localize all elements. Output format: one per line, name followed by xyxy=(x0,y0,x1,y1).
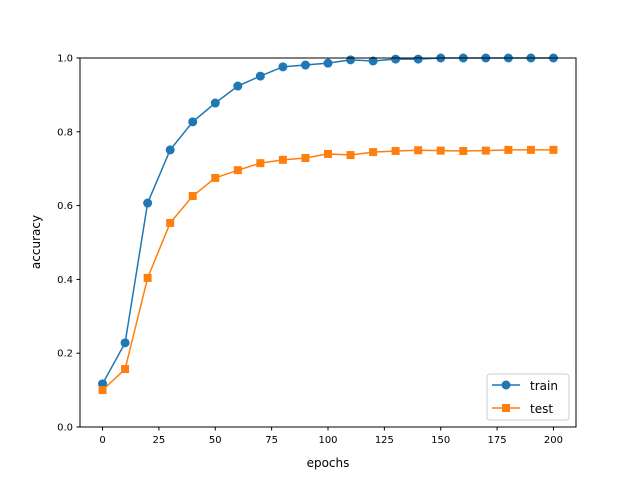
test-point xyxy=(188,192,197,201)
train-point xyxy=(300,60,310,70)
y-axis-label: accuracy xyxy=(29,215,43,269)
test-point xyxy=(98,386,107,395)
test-point xyxy=(278,155,287,164)
test-point xyxy=(211,173,220,182)
test-point xyxy=(391,146,400,155)
y-tick-label: 1.0 xyxy=(57,54,73,65)
legend-test-label: test xyxy=(530,402,553,416)
train-point xyxy=(255,71,265,81)
train-point xyxy=(210,98,220,108)
train-point xyxy=(188,117,198,127)
test-point xyxy=(414,146,423,155)
test-point xyxy=(143,273,152,282)
test-point xyxy=(301,153,310,162)
y-tick-label: 0.0 xyxy=(57,423,73,434)
train-point xyxy=(323,58,333,68)
train-point xyxy=(120,338,130,348)
train-point xyxy=(413,54,423,64)
x-tick-label: 75 xyxy=(265,435,278,446)
x-tick-label: 175 xyxy=(488,435,507,446)
train-point xyxy=(368,56,378,66)
train-point xyxy=(233,81,243,91)
train-point xyxy=(143,198,153,208)
legend-train-marker xyxy=(501,380,511,390)
train-point xyxy=(165,145,175,155)
legend-test-marker xyxy=(502,404,510,412)
x-axis-label: epochs xyxy=(307,456,350,470)
y-tick-label: 0.6 xyxy=(57,201,73,212)
test-point xyxy=(256,159,265,168)
legend: train test xyxy=(486,373,570,421)
x-tick-label: 100 xyxy=(318,435,337,446)
test-point xyxy=(324,149,332,158)
test-point xyxy=(233,166,242,175)
x-tick-label: 50 xyxy=(209,435,222,446)
test-point xyxy=(166,218,175,227)
x-tick-label: 200 xyxy=(544,435,563,446)
train-point xyxy=(278,62,288,72)
x-tick-label: 150 xyxy=(431,435,450,446)
train-point xyxy=(98,379,108,389)
y-tick-label: 0.4 xyxy=(57,275,73,286)
test-point xyxy=(459,146,468,155)
test-point xyxy=(526,145,535,154)
train-point xyxy=(391,54,401,64)
train-point xyxy=(346,55,356,65)
test-point xyxy=(121,365,130,374)
test-point xyxy=(436,146,445,155)
x-tick-label: 125 xyxy=(375,435,394,446)
y-tick-label: 0.8 xyxy=(57,127,73,138)
x-tick-label: 25 xyxy=(153,435,166,446)
legend-train-label: train xyxy=(530,379,558,393)
x-tick-label: 0 xyxy=(99,435,105,446)
test-point xyxy=(549,145,558,154)
test-point xyxy=(346,151,355,160)
test-point xyxy=(369,148,378,157)
test-point xyxy=(481,146,490,155)
y-tick-label: 0.2 xyxy=(57,349,73,360)
test-point xyxy=(504,145,513,154)
